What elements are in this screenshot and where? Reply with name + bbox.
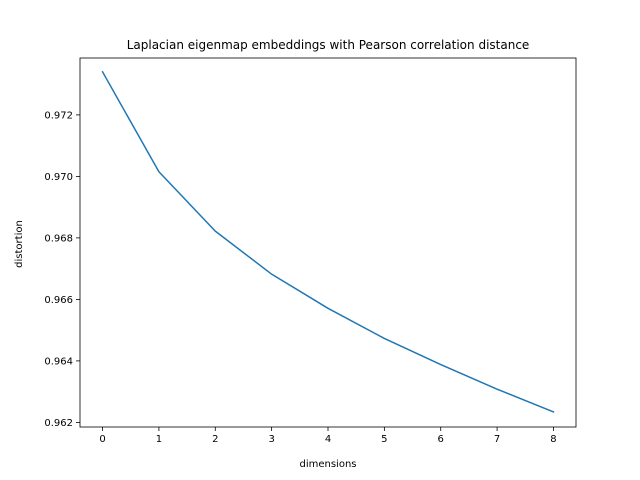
x-tick-label: 5 [381, 434, 387, 445]
y-tick-label: 0.970 [44, 172, 73, 183]
y-tick-label: 0.964 [44, 356, 73, 367]
chart-title: Laplacian eigenmap embeddings with Pears… [127, 38, 530, 52]
series-line [101, 70, 555, 413]
x-tick-label: 3 [268, 434, 274, 445]
x-tick-label: 4 [325, 434, 331, 445]
plot-frame [79, 57, 577, 428]
y-tick-label: 0.968 [44, 233, 73, 244]
x-tick-label: 0 [99, 434, 105, 445]
x-tick-label: 6 [438, 434, 444, 445]
x-tick-label: 1 [156, 434, 162, 445]
y-tick-label: 0.966 [44, 295, 73, 306]
x-tick-label: 7 [494, 434, 500, 445]
x-tick-label: 2 [212, 434, 218, 445]
y-tick-label: 0.962 [44, 418, 73, 429]
plot-area: 0 1 2 3 4 5 6 7 8 0.962 0.964 0.966 0.968 0.970 0.972 [44, 57, 577, 445]
y-axis-label: distortion [14, 220, 25, 268]
x-axis-label: dimensions [299, 459, 356, 470]
y-tick-label: 0.972 [44, 110, 73, 121]
x-tick-label: 8 [550, 434, 556, 445]
